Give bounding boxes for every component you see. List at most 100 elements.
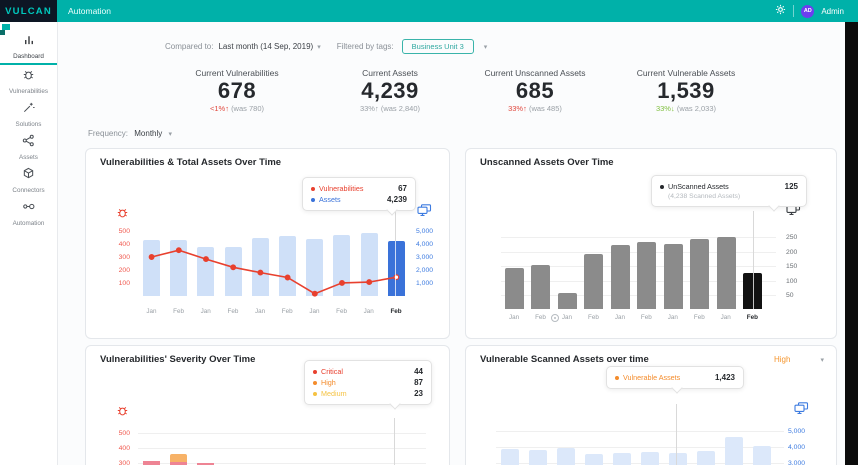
bar[interactable]	[557, 293, 577, 309]
tooltip-connector	[395, 211, 396, 241]
bar[interactable]	[333, 235, 351, 296]
sidebar-item-automation[interactable]: Automation	[0, 197, 57, 230]
axis-tick: 1,000	[416, 280, 434, 287]
x-axis-label: Jan	[200, 308, 211, 315]
right-axis-ticks: 5,000 4,000 3,000	[788, 428, 816, 465]
severity-filter-select[interactable]: High	[774, 355, 791, 364]
bar[interactable]	[585, 453, 603, 465]
kpi-current-unscanned-assets: Current Unscanned Assets 685 33%↑ (was 4…	[484, 68, 586, 113]
bar[interactable]	[197, 246, 215, 296]
x-axis-labels: Jan Feb Jan Feb Jan Feb Jan Feb Jan Feb	[501, 314, 766, 321]
sidebar-item-assets[interactable]: Assets	[0, 131, 57, 164]
bar[interactable]	[613, 453, 631, 465]
x-axis-label: Jan	[614, 314, 625, 321]
bar[interactable]	[697, 451, 715, 465]
trend-arrow-icon: ↑	[523, 104, 527, 113]
chart-title: Unscanned Assets Over Time	[480, 157, 614, 168]
sidebar-item-dashboard[interactable]: Dashboard	[0, 30, 57, 65]
axis-tick: 4,000	[416, 241, 434, 248]
series-dot	[311, 197, 315, 202]
logo[interactable]: VULCAN	[0, 0, 57, 22]
compared-to-select[interactable]: Last month (14 Sep, 2019)	[218, 42, 314, 51]
network-icon	[22, 134, 35, 152]
tooltip-connector	[753, 211, 754, 273]
kpi-change: <1%	[209, 104, 226, 113]
axis-tick: 250	[786, 234, 798, 241]
bar[interactable]	[279, 236, 297, 296]
axis-tick: 500	[118, 430, 130, 437]
filter-toolbar: Compared to: Last month (14 Sep, 2019) ▾…	[165, 39, 487, 54]
sidebar-item-connectors[interactable]: Connectors	[0, 164, 57, 197]
bar[interactable]	[610, 244, 630, 309]
bar[interactable]	[170, 239, 188, 296]
tag-chip[interactable]: Business Unit 3	[401, 39, 474, 54]
bar[interactable]	[669, 452, 687, 465]
series-dot	[660, 184, 664, 189]
chart-title: Vulnerabilities' Severity Over Time	[100, 354, 256, 365]
user-name[interactable]: Admin	[821, 6, 844, 16]
sidebar-item-vulnerabilities[interactable]: Vulnerabilities	[0, 65, 57, 98]
kpi-change: 33%	[359, 104, 375, 113]
tooltip-connector	[676, 404, 677, 465]
axis-tick: 400	[118, 445, 130, 452]
compared-to-label: Compared to:	[165, 42, 214, 51]
chevron-down-icon[interactable]: ▾	[820, 357, 824, 364]
x-axis-label: Jan	[363, 308, 374, 315]
bar[interactable]	[557, 447, 575, 465]
bar[interactable]	[501, 448, 519, 465]
bar[interactable]	[725, 436, 743, 465]
kpi-change: 33%	[655, 104, 671, 113]
series-dot	[313, 391, 317, 396]
bar[interactable]	[716, 237, 736, 309]
x-axis-label: Jan	[309, 308, 320, 315]
bar[interactable]	[306, 238, 324, 296]
cube-icon	[22, 167, 35, 185]
chart-tooltip: Vulnerabilities 67 Assets 4,239	[302, 177, 416, 216]
chevron-down-icon: ▾	[168, 131, 173, 138]
vulnerable-assets-bars	[496, 436, 776, 465]
bar[interactable]	[529, 449, 547, 465]
axis-tick: 200	[786, 248, 798, 256]
x-axis-label: Feb	[746, 314, 758, 321]
bar[interactable]	[641, 452, 659, 465]
x-axis-label: Jan	[667, 314, 678, 321]
bar[interactable]	[531, 265, 551, 309]
axis-tick: 3,000	[788, 460, 806, 465]
bug-icon	[116, 404, 129, 422]
sidebar-item-solutions[interactable]: Solutions	[0, 98, 57, 131]
series-dot	[313, 369, 317, 374]
bar[interactable]	[690, 238, 710, 309]
x-axis-label: Feb	[693, 314, 705, 321]
bar[interactable]	[504, 267, 524, 309]
topbar-divider	[793, 5, 795, 17]
gear-icon[interactable]	[775, 2, 786, 20]
trend-arrow-icon: ↑	[374, 104, 379, 113]
tags-chevron-down-icon[interactable]: ▾	[483, 43, 488, 51]
event-marker-icon[interactable]	[551, 314, 559, 322]
bar[interactable]	[387, 240, 405, 296]
stacked-bar[interactable]	[197, 462, 215, 465]
bar[interactable]	[584, 254, 604, 309]
kpi-current-vulnerable-assets: Current Vulnerable Assets 1,539 33%↓ (wa…	[636, 68, 736, 113]
bar[interactable]	[251, 238, 269, 296]
right-axis-ticks: 250 200 150 100 50	[786, 234, 812, 299]
bar[interactable]	[143, 239, 161, 296]
bar[interactable]	[663, 244, 683, 309]
bar[interactable]	[224, 247, 242, 296]
stacked-bar[interactable]	[143, 460, 161, 465]
series-dot	[311, 186, 315, 191]
chevron-down-icon[interactable]: ▾	[317, 43, 321, 51]
bar[interactable]	[743, 273, 763, 309]
stacked-bar[interactable]	[170, 453, 188, 465]
chart-tooltip: UnScanned Assets 125 (4,238 Scanned Asse…	[651, 175, 807, 212]
bar[interactable]	[753, 445, 771, 465]
axis-tick: 150	[786, 263, 798, 270]
gridlines	[496, 431, 784, 465]
bar[interactable]	[360, 233, 378, 296]
frequency-select[interactable]: Frequency: Monthly ▾	[88, 129, 173, 138]
gridlines	[138, 433, 426, 465]
left-axis-ticks: 500 400 300 200 100	[104, 228, 130, 288]
chart-tooltip: Vulnerable Assets 1,423	[606, 366, 744, 394]
bar[interactable]	[637, 242, 657, 309]
avatar[interactable]: AD	[801, 4, 815, 18]
